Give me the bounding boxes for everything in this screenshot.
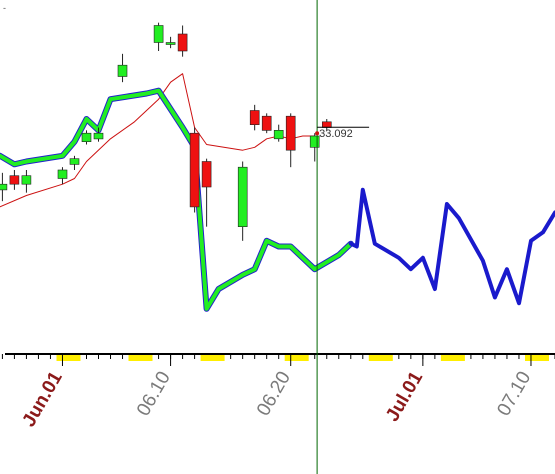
candle-down[interactable] (321, 121, 332, 128)
price-readout: 33.092 (319, 128, 353, 140)
candle-up[interactable] (93, 132, 104, 140)
candle-down[interactable] (261, 115, 272, 131)
candle-up[interactable] (165, 42, 176, 45)
candle-up[interactable] (117, 64, 128, 77)
volume-marker (368, 355, 393, 361)
candle-down[interactable] (189, 132, 200, 208)
series-line-2 (0, 87, 354, 312)
volume-marker (525, 355, 549, 361)
series-layer (0, 73, 555, 312)
candle-up[interactable] (153, 25, 164, 43)
candle-down[interactable] (177, 33, 188, 52)
volume-marker (56, 355, 81, 361)
x-tick-label: 07.10 (493, 368, 535, 420)
candle-down[interactable] (249, 110, 260, 125)
candle-up[interactable] (0, 183, 8, 191)
candle-down[interactable] (285, 115, 296, 151)
x-tick-label: Jun.01 (19, 368, 67, 431)
candle-up[interactable] (21, 175, 32, 185)
series-line-3 (0, 88, 353, 311)
candle-up[interactable] (57, 169, 68, 179)
volume-marker (284, 355, 309, 361)
candle-down[interactable] (9, 175, 20, 185)
series-line-4 (348, 187, 555, 306)
volume-marker (440, 355, 465, 361)
x-tick-label: 06.10 (133, 368, 175, 420)
candle-up[interactable] (81, 132, 92, 142)
candle-up[interactable] (237, 166, 248, 227)
x-tick-label: 06.20 (253, 368, 295, 420)
price-readout-dot (315, 131, 320, 136)
candle-up[interactable] (273, 130, 284, 140)
corner-text: - (3, 3, 6, 13)
x-tick-label: Jul.01 (382, 368, 427, 426)
volume-marker (128, 355, 153, 361)
candle-up[interactable] (69, 158, 80, 165)
candle-down[interactable] (201, 161, 212, 188)
candle-layer (0, 22, 332, 241)
tick-layer: Jun.01 06.10 06.20 Jul.01 07.10 (1, 354, 555, 431)
volume-marker (200, 355, 225, 361)
candle-up[interactable] (309, 135, 320, 148)
